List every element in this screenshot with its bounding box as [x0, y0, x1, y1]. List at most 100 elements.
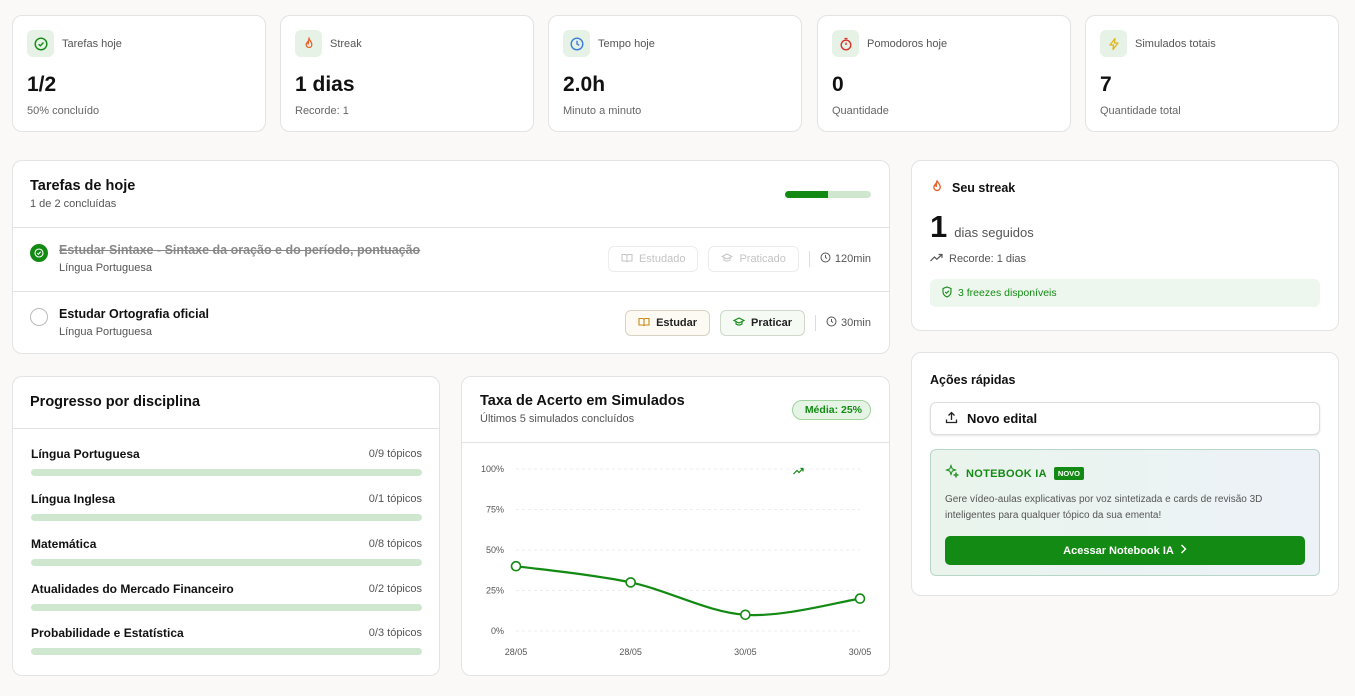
- task-duration: 120min: [820, 252, 871, 266]
- quick-actions-panel: Ações rápidas Novo edital NOTEBOOK IA NOV…: [911, 352, 1339, 596]
- access-notebook-label: Acessar Notebook IA: [1063, 544, 1174, 557]
- stat-sub: 50% concluído: [27, 105, 100, 117]
- discipline-row: Língua Portuguesa 0/9 tópicos: [31, 447, 422, 476]
- x-tick-label: 30/05: [849, 647, 872, 657]
- stat-value: 1 dias: [295, 73, 355, 96]
- study-button[interactable]: Estudar: [625, 310, 711, 336]
- new-edital-label: Novo edital: [967, 411, 1038, 426]
- task-duration-text: 30min: [841, 317, 871, 329]
- stat-value: 7: [1100, 73, 1112, 96]
- y-tick-label: 0%: [491, 626, 504, 636]
- simulados-chart-panel: Taxa de Acerto em Simulados Últimos 5 si…: [461, 376, 890, 676]
- stat-label: Simulados totais: [1135, 37, 1216, 50]
- task-row: Estudar Sintaxe - Sintaxe da oração e do…: [13, 228, 889, 291]
- average-text: Média: 25%: [804, 404, 862, 416]
- quick-actions-title: Ações rápidas: [930, 373, 1016, 387]
- trending-up-icon: [930, 253, 943, 265]
- streak-count: 1: [930, 209, 948, 244]
- data-point: [625, 577, 636, 588]
- stat-card-simulados: Simulados totais 7 Quantidade total: [1085, 15, 1339, 132]
- stat-label: Tempo hoje: [598, 37, 655, 50]
- stat-label: Tarefas hoje: [62, 37, 122, 50]
- task-subject: Língua Portuguesa: [59, 326, 152, 338]
- task-subject: Língua Portuguesa: [59, 262, 152, 274]
- discipline-progress-bar: [31, 559, 422, 566]
- discipline-row: Atualidades do Mercado Financeiro 0/2 tóp…: [31, 582, 422, 611]
- clock-icon: [826, 316, 837, 330]
- discipline-name: Probabilidade e Estatística: [31, 626, 184, 640]
- discipline-count: 0/2 tópicos: [368, 583, 422, 595]
- study-label: Estudar: [656, 317, 698, 329]
- chevron-right-icon: [1180, 544, 1187, 557]
- y-tick-label: 25%: [486, 586, 504, 596]
- book-icon: [638, 317, 650, 330]
- notebook-description: Gere vídeo-aulas explicativas por voz si…: [945, 494, 1263, 521]
- discipline-count: 0/8 tópicos: [368, 538, 422, 550]
- access-notebook-button[interactable]: Acessar Notebook IA: [945, 536, 1305, 565]
- task-duration-text: 120min: [834, 253, 871, 265]
- studied-button[interactable]: Estudado: [607, 246, 699, 272]
- book-icon: [621, 253, 633, 266]
- clock-icon: [820, 252, 831, 266]
- task-name: Estudar Sintaxe - Sintaxe da oração e do…: [59, 243, 421, 257]
- practiced-label: Praticado: [739, 253, 786, 265]
- tasks-panel: Tarefas de hoje 1 de 2 concluídas Estuda…: [12, 160, 890, 354]
- practice-label: Praticar: [751, 317, 793, 329]
- stat-sub: Recorde: 1: [295, 105, 349, 117]
- x-tick-label: 28/05: [505, 647, 528, 657]
- data-point: [510, 560, 522, 572]
- discipline-count: 0/9 tópicos: [368, 448, 422, 460]
- data-point: [854, 593, 866, 604]
- y-tick-label: 75%: [486, 505, 504, 515]
- stat-value: 1/2: [27, 73, 57, 96]
- stat-label: Streak: [330, 37, 362, 50]
- divider: [815, 315, 817, 331]
- y-tick-label: 100%: [481, 464, 504, 474]
- flame-icon: [295, 30, 322, 57]
- discipline-name: Atualidades do Mercado Financeiro: [31, 582, 234, 596]
- discipline-name: Língua Inglesa: [31, 492, 116, 506]
- sparkles-icon: [945, 464, 960, 483]
- clock-icon: [563, 30, 590, 57]
- discipline-name: Língua Portuguesa: [31, 447, 140, 461]
- discipline-count: 0/3 tópicos: [368, 627, 422, 639]
- task-checkbox[interactable]: [30, 308, 48, 326]
- discipline-row: Matemática 0/8 tópicos: [31, 537, 422, 566]
- stat-value: 2.0h: [563, 73, 606, 96]
- series-line: [515, 565, 861, 617]
- new-edital-button[interactable]: Novo edital: [930, 402, 1320, 435]
- practiced-button[interactable]: Praticado: [708, 246, 799, 272]
- discipline-count: 0/1 tópicos: [368, 493, 422, 505]
- freezes-badge: 3 freezes disponíveis: [930, 279, 1320, 307]
- stat-card-time: Tempo hoje 2.0h Minuto a minuto: [548, 15, 802, 132]
- shield-check-icon: [942, 285, 952, 301]
- new-badge: NOVO: [1053, 467, 1085, 480]
- freezes-text: 3 freezes disponíveis: [958, 287, 1057, 299]
- divider: [808, 251, 810, 267]
- discipline-progress-bar: [31, 648, 422, 655]
- task-name: Estudar Ortografia oficial: [59, 307, 210, 321]
- check-circle-icon: [27, 30, 54, 57]
- discipline-title: Progresso por disciplina: [30, 394, 201, 410]
- chart-subtitle: Últimos 5 simulados concluídos: [480, 413, 635, 425]
- upload-icon: [945, 411, 958, 427]
- discipline-row: Língua Inglesa 0/1 tópicos: [31, 492, 422, 521]
- graduation-cap-icon: [732, 316, 746, 330]
- data-point: [740, 609, 751, 621]
- tasks-subtitle: 1 de 2 concluídas: [30, 198, 117, 210]
- task-duration: 30min: [826, 316, 871, 330]
- practice-button[interactable]: Praticar: [720, 310, 806, 336]
- x-tick-label: 28/05: [619, 647, 642, 657]
- discipline-name: Matemática: [31, 537, 97, 551]
- stat-value: 0: [832, 73, 844, 96]
- discipline-progress-bar: [31, 514, 422, 521]
- notebook-title: NOTEBOOK IA: [966, 467, 1047, 480]
- tasks-progress-fill: [785, 191, 828, 198]
- stat-card-streak: Streak 1 dias Recorde: 1: [280, 15, 534, 132]
- graduation-cap-icon: [721, 252, 734, 266]
- streak-panel: Seu streak 1 dias seguidos Recorde: 1 dia…: [911, 160, 1339, 331]
- flame-icon: [930, 179, 944, 197]
- discipline-row: Probabilidade e Estatística 0/3 tópicos: [31, 626, 422, 655]
- task-checkbox-checked[interactable]: [30, 244, 48, 262]
- stat-sub: Quantidade: [832, 105, 889, 117]
